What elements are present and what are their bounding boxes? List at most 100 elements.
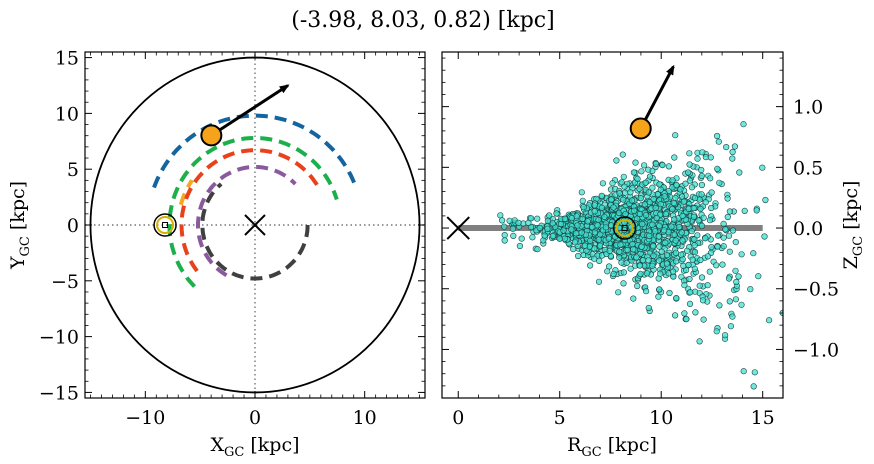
star-point — [649, 221, 656, 228]
star-point — [620, 173, 627, 180]
star-point — [750, 250, 757, 257]
right-plot-area — [446, 64, 783, 390]
star-point — [671, 216, 678, 223]
figure-title: (-3.98, 8.03, 0.82) [kpc] — [291, 8, 554, 33]
star-point — [679, 237, 686, 244]
star-point — [568, 215, 575, 222]
star-point — [591, 255, 598, 262]
star-point — [761, 233, 768, 240]
star-point — [659, 162, 666, 169]
star-point — [602, 224, 610, 231]
right-ticks: 0 5 10 15 1.0 0.5 0.0 −0.5 −1.0 — [442, 52, 839, 429]
star-point — [645, 189, 652, 196]
target-star-marker — [200, 124, 223, 147]
star-point — [722, 226, 729, 233]
star-point — [610, 270, 617, 278]
star-point — [714, 165, 721, 172]
star-point — [616, 254, 623, 261]
star-point — [640, 162, 648, 169]
star-point — [534, 246, 541, 253]
star-point — [708, 189, 715, 196]
star-point — [642, 179, 649, 186]
star-point — [570, 246, 577, 253]
star-point — [642, 212, 650, 219]
star-point — [501, 237, 508, 244]
sun-ring — [156, 216, 175, 234]
star-point — [688, 184, 696, 191]
star-point — [578, 189, 585, 196]
star-point — [639, 257, 647, 264]
star-point — [704, 282, 711, 289]
sun-center-dot-right — [621, 225, 628, 232]
star-point — [663, 260, 671, 267]
star-point — [696, 282, 703, 289]
star-point — [657, 270, 664, 277]
star-point — [627, 189, 634, 196]
star-point — [653, 214, 660, 222]
star-point — [501, 223, 508, 230]
star-point — [645, 257, 652, 264]
right-axes-frame — [441, 51, 784, 399]
star-point — [666, 289, 673, 297]
star-point — [691, 265, 698, 272]
star-point — [721, 332, 729, 339]
star-point — [708, 244, 715, 251]
star-point — [671, 312, 679, 319]
star-point — [684, 169, 692, 176]
y-tick-label: 1.0 — [793, 97, 823, 119]
star-point — [556, 235, 563, 242]
spiral-arm-5 — [200, 182, 310, 281]
star-point — [678, 229, 685, 236]
star-point — [729, 227, 737, 234]
star-point — [725, 275, 733, 282]
star-point — [724, 195, 731, 202]
star-point — [662, 239, 669, 246]
star-point — [579, 215, 586, 222]
star-point — [536, 224, 543, 232]
star-point — [553, 210, 560, 217]
star-point — [759, 164, 766, 171]
star-point — [681, 282, 688, 289]
star-point — [591, 202, 598, 209]
star-point — [574, 222, 581, 229]
y-tick-label: 0.5 — [793, 157, 823, 179]
star-point — [620, 196, 627, 203]
star-point — [747, 286, 754, 293]
star-point — [619, 151, 626, 158]
star-point — [733, 278, 740, 286]
star-point — [579, 197, 586, 204]
star-point — [605, 235, 612, 242]
star-point — [716, 179, 723, 186]
star-point — [634, 282, 641, 290]
star-point — [670, 273, 677, 280]
star-point — [615, 289, 622, 296]
star-point — [595, 278, 603, 285]
y-tick-label: −10 — [39, 327, 79, 349]
star-point — [650, 252, 657, 259]
star-point — [594, 222, 601, 229]
star-point — [634, 175, 641, 182]
star-point — [669, 177, 676, 184]
star-point — [515, 219, 522, 226]
star-point — [624, 246, 631, 254]
star-point — [751, 369, 758, 376]
star-point — [656, 286, 663, 293]
star-point — [713, 132, 721, 140]
star-point — [510, 232, 517, 239]
star-point — [658, 248, 665, 255]
star-scatter — [497, 121, 783, 390]
star-point — [669, 206, 676, 213]
star-point — [740, 121, 747, 128]
star-point — [698, 191, 705, 198]
star-point — [544, 225, 551, 232]
star-point — [697, 256, 704, 264]
star-point — [707, 154, 714, 161]
star-point — [571, 239, 579, 246]
star-point — [534, 215, 541, 222]
star-point — [679, 212, 686, 220]
star-point — [683, 247, 691, 254]
right-ylabel: ZGC [kpc] — [840, 181, 866, 270]
star-point — [695, 217, 702, 224]
spiral-arm-2 — [178, 179, 194, 206]
